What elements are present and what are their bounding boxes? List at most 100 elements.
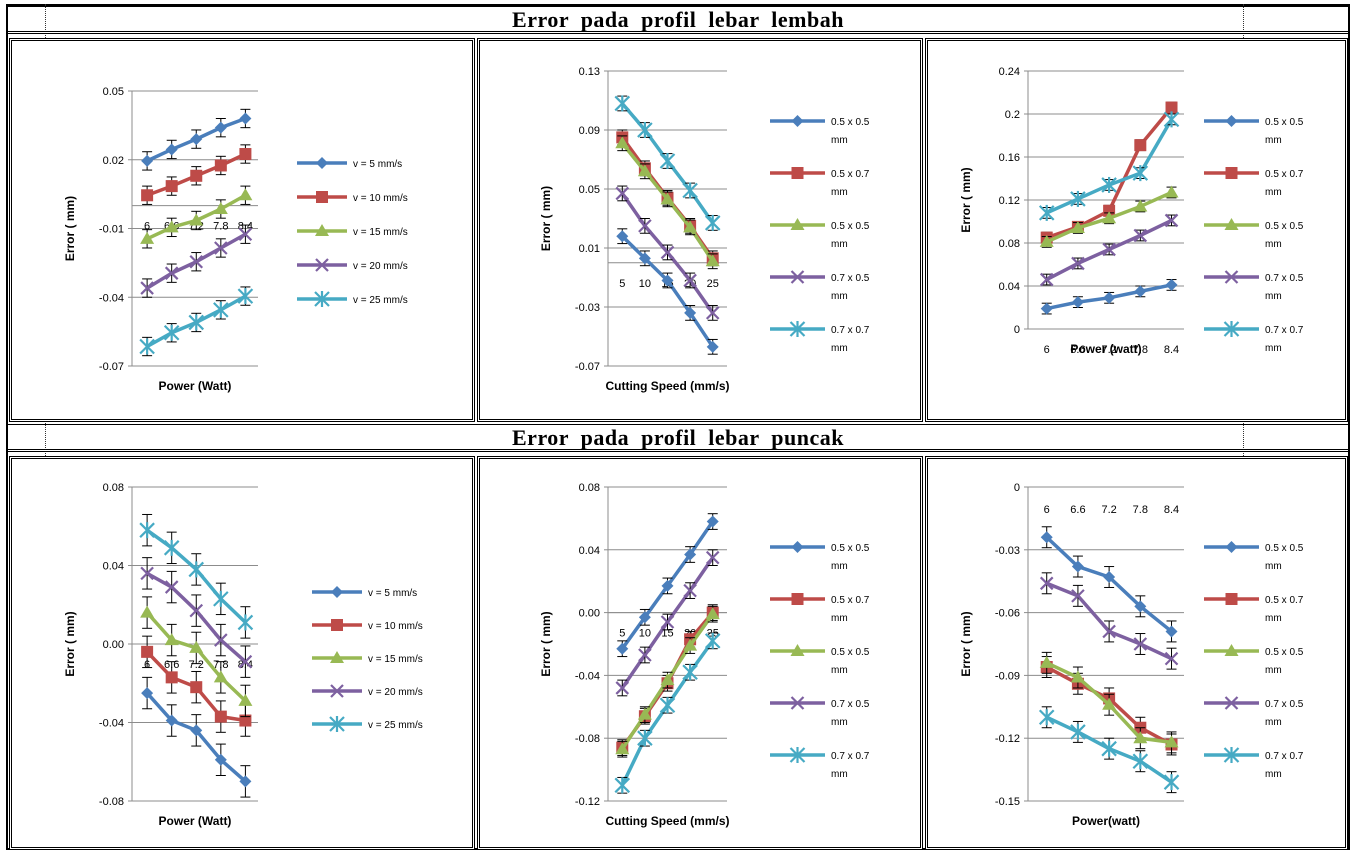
section-title-row-peak: Error pada profil lebar puncak: [8, 424, 1348, 452]
y-tick-label: 0: [1014, 482, 1020, 494]
marker-square: [239, 148, 252, 161]
chart-panel-2: 0.130.090.050.01-0.03-0.07510152025Cutti…: [477, 38, 923, 422]
y-tick-label: 0.09: [579, 125, 600, 137]
marker-triangle: [1164, 185, 1179, 198]
marker-diamond: [706, 340, 719, 353]
marker-diamond: [1103, 291, 1116, 304]
x-tick-label: 6.6: [1070, 504, 1085, 516]
marker-x: [660, 615, 675, 629]
marker-diamond: [141, 687, 154, 700]
legend-entry: 0.7 x 0.7 mm: [1204, 321, 1304, 354]
marker-x: [638, 219, 652, 233]
marker-x: [683, 583, 697, 598]
series-4: [1039, 213, 1179, 287]
marker-x: [315, 258, 329, 272]
legend-label: 0.7 x 0.7 mm: [831, 751, 870, 780]
x-tick-label: 6: [1044, 344, 1050, 356]
series-3: [615, 605, 720, 758]
marker-square: [1103, 204, 1116, 217]
marker-square: [190, 681, 203, 694]
y-tick-label: 0.04: [103, 561, 124, 573]
x-tick-label: 10: [639, 628, 651, 640]
marker-diamond: [331, 586, 343, 598]
legend-label-line: mm: [1265, 239, 1282, 250]
marker-x: [1102, 624, 1116, 639]
marker-diamond: [1134, 600, 1147, 613]
x-tick-label: 5: [619, 278, 625, 290]
y-tick-label: 0.08: [579, 482, 600, 494]
marker-triangle: [164, 220, 179, 233]
marker-x: [140, 281, 154, 295]
series-4: [140, 557, 253, 678]
legend-label-line: 0.5 x 0.5: [1265, 221, 1304, 232]
legend-label-line: 0.7 x 0.7: [1265, 325, 1304, 336]
marker-triangle: [637, 164, 652, 177]
series-1: [616, 513, 719, 658]
x-tick-label: 6: [144, 221, 150, 233]
legend-label: 0.5 x 0.5 mm: [831, 117, 870, 146]
marker-diamond: [616, 230, 629, 243]
marker-triangle: [637, 707, 652, 720]
x-tick-label: 7.2: [1101, 344, 1116, 356]
y-tick-label: 0.08: [999, 238, 1020, 250]
legend-label: v = 20 mm/s: [368, 687, 423, 698]
legend-label-line: mm: [831, 717, 848, 728]
marker-x: [330, 684, 344, 698]
marker-x: [1133, 637, 1148, 651]
y-tick-label: 0.00: [103, 639, 124, 651]
marker-square: [1225, 593, 1238, 605]
legend-entry: v = 10 mm/s: [312, 619, 423, 632]
marker-triangle: [1102, 697, 1117, 710]
marker-x: [1102, 242, 1116, 257]
marker-triangle: [790, 218, 805, 230]
legend-label-line: 0.7 x 0.7: [1265, 751, 1304, 762]
y-tick-label: -0.03: [575, 302, 600, 314]
legend-entry: v = 25 mm/s: [312, 716, 423, 732]
marker-square: [1225, 167, 1238, 179]
marker-x: [189, 254, 204, 269]
x-axis-title: Power (Watt): [159, 814, 232, 828]
x-axis-title: Power(watt): [1072, 814, 1140, 828]
marker-square: [165, 180, 178, 193]
chart-panel-4: 0.080.040.00-0.04-0.0866.67.27.88.4Power…: [9, 456, 475, 850]
marker-x: [1224, 696, 1239, 710]
marker-diamond: [214, 121, 227, 134]
legend-entry: 0.5 x 0.5 mm: [770, 541, 870, 572]
y-tick-label: 0.13: [579, 66, 600, 78]
legend-label: 0.5 x 0.5 mm: [1265, 543, 1304, 572]
legend-label-line: 0.5 x 0.7: [1265, 595, 1304, 606]
legend-label-line: mm: [831, 613, 848, 624]
marker-x: [660, 245, 675, 260]
y-axis-title: Error ( mm): [959, 611, 973, 676]
series-1: [1040, 278, 1178, 315]
legend-label: 0.7 x 0.7 mm: [1265, 751, 1304, 780]
legend-entry: v = 15 mm/s: [312, 651, 423, 665]
marker-square: [791, 167, 804, 179]
marker-triangle: [660, 673, 675, 686]
marker-x: [1039, 576, 1054, 591]
marker-x: [140, 566, 154, 581]
y-tick-label: -0.07: [99, 361, 124, 373]
marker-x: [164, 266, 179, 280]
legend-label: v = 15 mm/s: [368, 654, 423, 665]
legend-label: v = 25 mm/s: [353, 295, 408, 306]
marker-x: [1224, 270, 1239, 284]
marker-x: [1164, 213, 1179, 228]
legend-label: v = 5 mm/s: [353, 159, 402, 170]
chart-peak-power-size: 0 -0.03 -0.06 -0.09 -0.12 -0.15 6 6.6 7.2 7.8 8.4 P…: [959, 482, 1304, 828]
marker-diamond: [684, 306, 697, 319]
legend-label: 0.5 x 0.5 mm: [831, 543, 870, 572]
x-tick-label: 7.8: [1133, 504, 1148, 516]
x-tick-label: 7.2: [1101, 504, 1116, 516]
x-tick-label: 15: [661, 628, 673, 640]
series-3: [1039, 185, 1179, 248]
series-2: [141, 144, 252, 205]
marker-diamond: [165, 714, 178, 727]
y-tick-label: 0.04: [999, 281, 1020, 293]
legend-entry: 0.5 x 0.7 mm: [770, 593, 870, 624]
legend-entry: v = 10 mm/s: [297, 191, 408, 204]
marker-triangle: [705, 254, 720, 267]
legend-label-line: mm: [831, 187, 848, 198]
marker-diamond: [1071, 296, 1084, 309]
marker-x: [238, 654, 253, 669]
